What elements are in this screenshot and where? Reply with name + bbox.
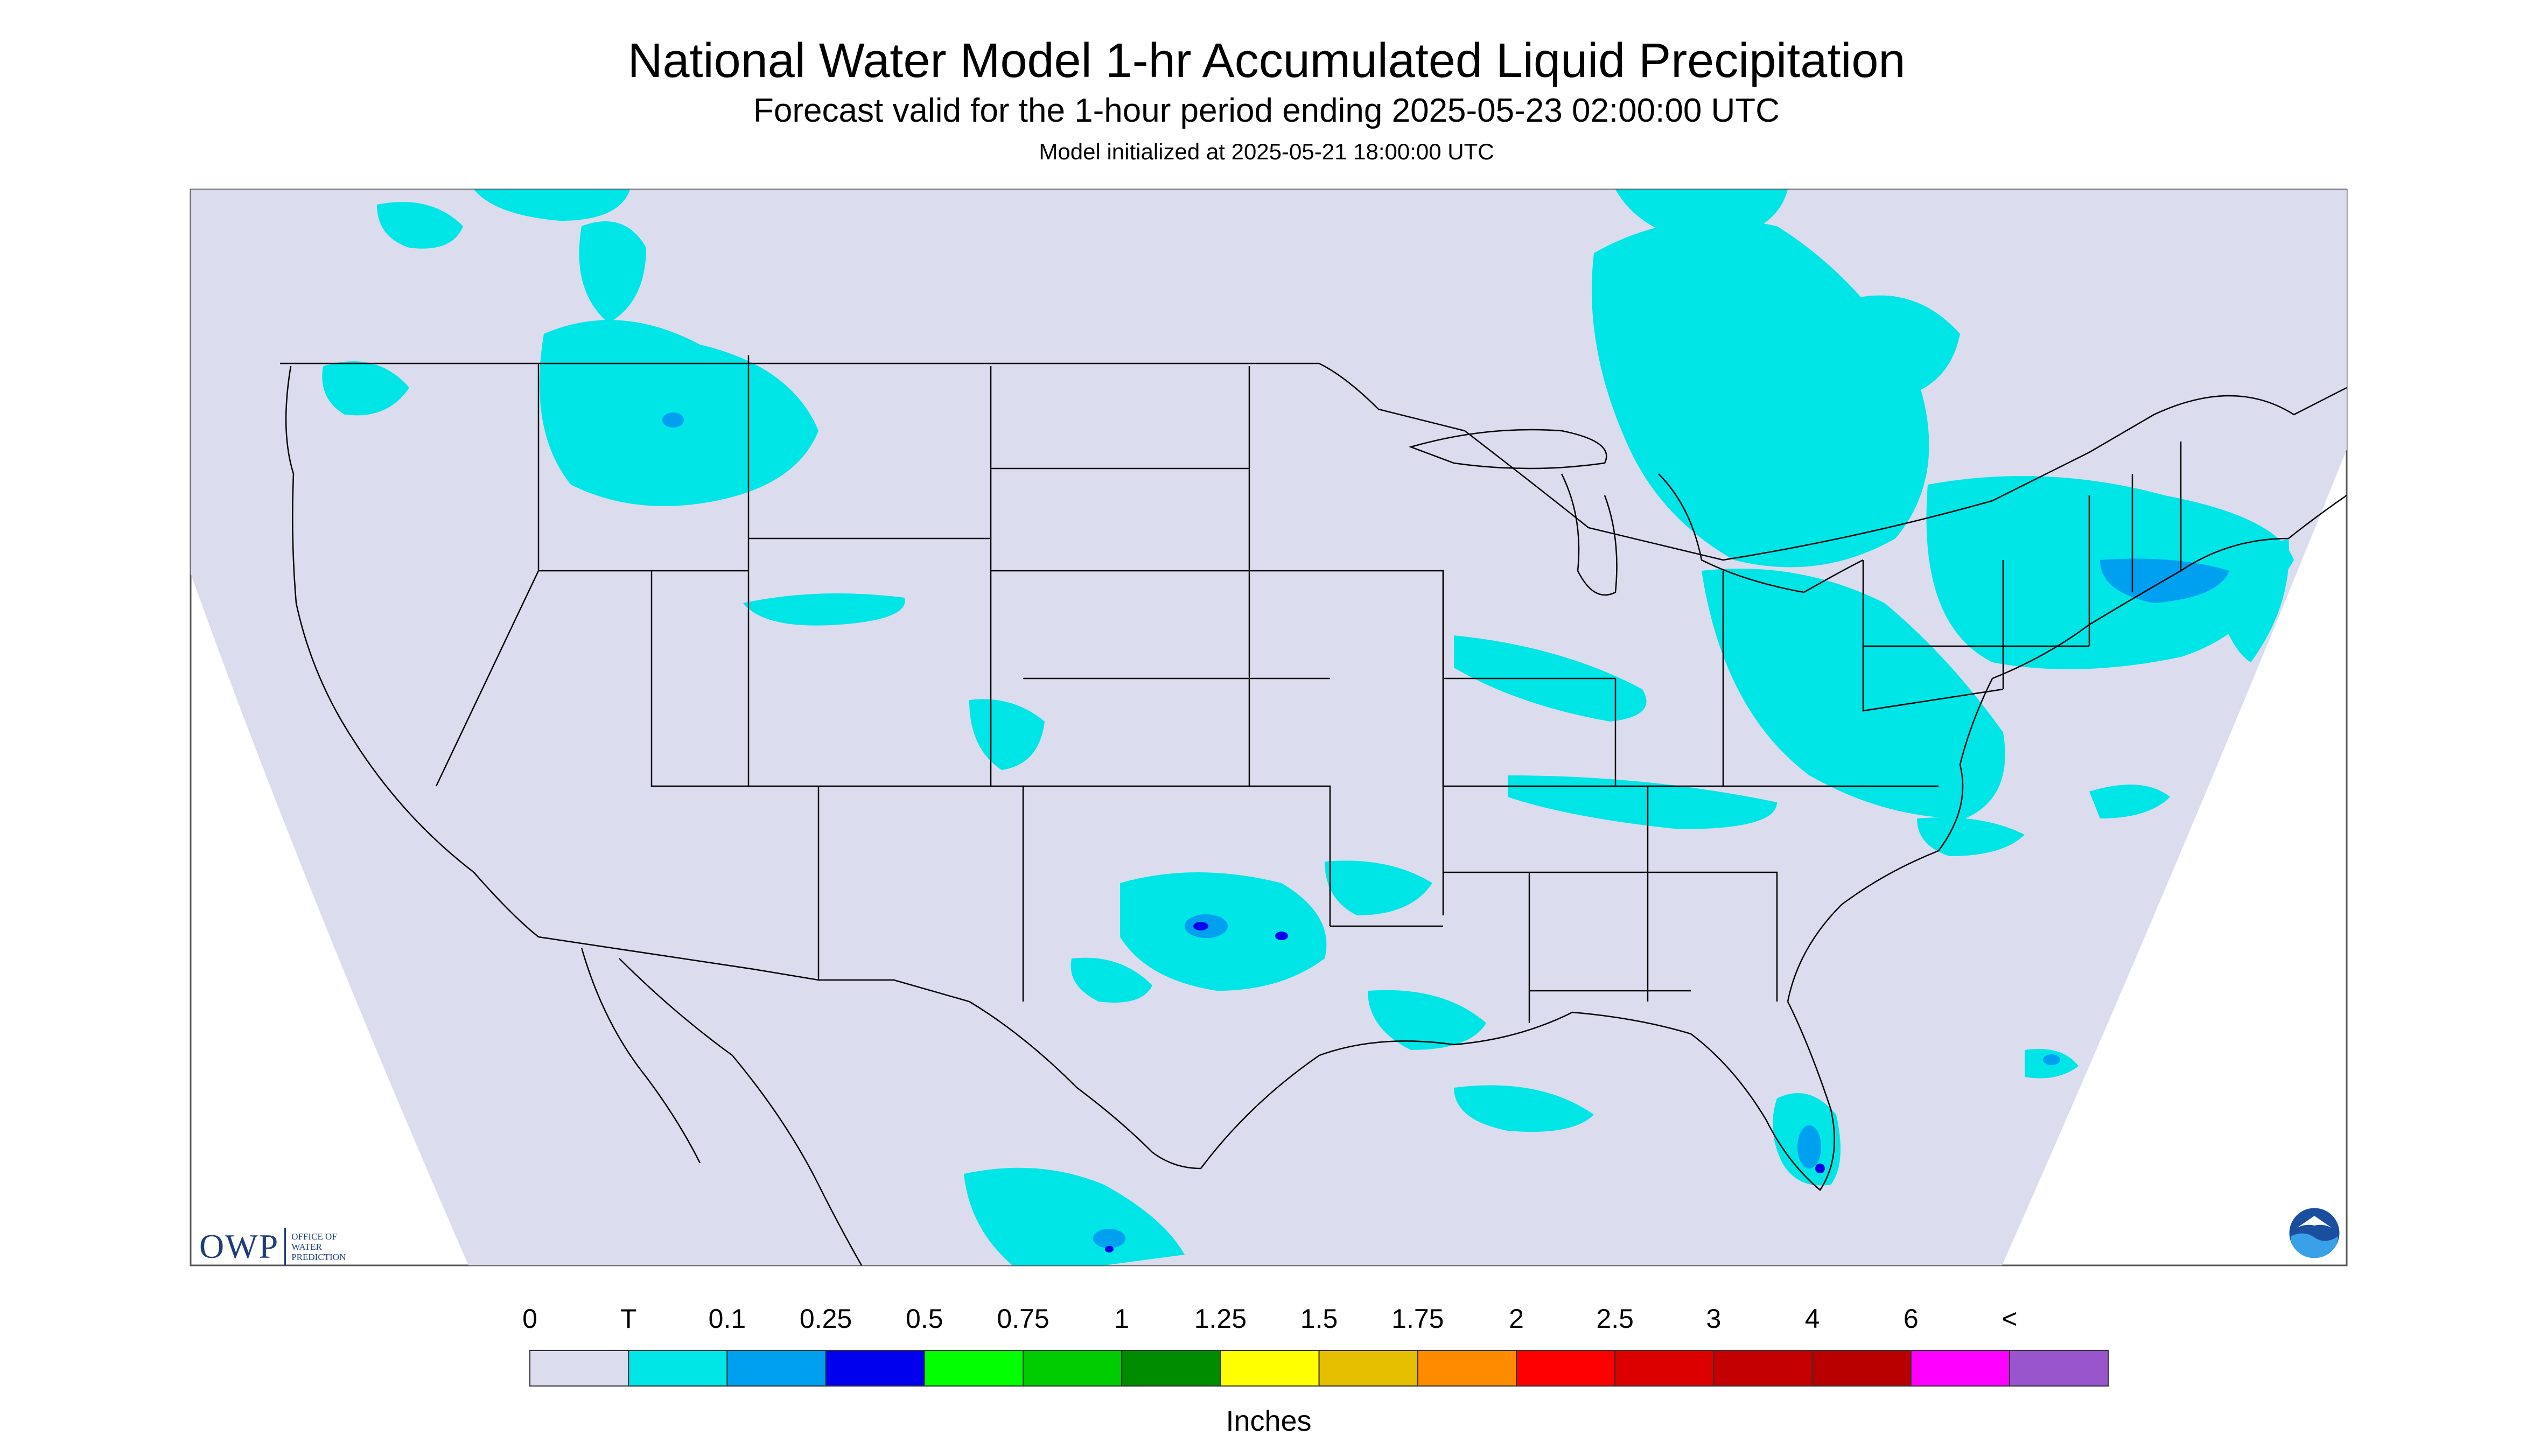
noaa-logo-icon xyxy=(2287,1206,2341,1260)
lake-huron-erie xyxy=(1658,473,1864,593)
legend-swatch xyxy=(1121,1350,1221,1387)
precip-area-mexico-moderate xyxy=(1093,1229,1125,1248)
legend-tick-label: 4 xyxy=(1804,1304,1820,1334)
gulf-coast xyxy=(1200,1001,1835,1191)
east-coast xyxy=(1787,494,2347,1002)
legend-swatch xyxy=(628,1350,728,1387)
model-init-time: Model initialized at 2025-05-21 18:00:00… xyxy=(1039,139,1494,164)
legend-tick-label: 1.5 xyxy=(1300,1304,1338,1334)
legend-tick-label: 2 xyxy=(1509,1304,1524,1334)
precip-area-tennessee-band xyxy=(1508,775,1777,829)
precip-area-new-england-tail xyxy=(2208,538,2290,662)
precip-area-louisiana xyxy=(1368,990,1486,1050)
state-line-rockies xyxy=(435,355,1024,1002)
state-line-northeast xyxy=(1862,442,2182,712)
west-coast xyxy=(285,366,539,937)
us-mexico-border xyxy=(538,936,1201,1170)
legend-tick-label: 0.5 xyxy=(906,1304,943,1334)
precip-area-colorado-kansas xyxy=(969,699,1045,770)
owp-logo-line: WATER xyxy=(291,1241,322,1252)
owp-logo-mark: OWP xyxy=(199,1227,279,1265)
legend-swatch xyxy=(1318,1350,1418,1387)
legend-tick-label: 0.75 xyxy=(997,1304,1049,1334)
legend-swatch xyxy=(1516,1350,1616,1387)
precip-area-texas-heavy xyxy=(1275,932,1288,940)
legend-tick-label: 0.1 xyxy=(708,1304,746,1334)
legend-swatch xyxy=(1811,1350,1912,1387)
owp-logo-line: PREDICTION xyxy=(291,1251,346,1262)
precip-area-gulf-streaks xyxy=(1454,1085,1594,1132)
legend-swatch xyxy=(726,1350,827,1387)
owp-logo: OWP OFFICE OF WATER PREDICTION xyxy=(199,1222,361,1271)
legend-swatch xyxy=(2009,1350,2109,1387)
legend-swatch xyxy=(923,1350,1024,1387)
legend-swatch xyxy=(1023,1350,1123,1387)
precip-area-northern-mexico xyxy=(964,1167,1185,1265)
legend-tick-label: T xyxy=(620,1304,637,1334)
state-line-south xyxy=(1443,871,1778,1023)
precip-area-florida-heavy xyxy=(1815,1164,1825,1173)
legend-units: Inches xyxy=(1226,1405,1312,1437)
owp-logo-divider xyxy=(284,1228,286,1265)
owp-logo-line: OFFICE OF xyxy=(291,1231,337,1242)
precip-area-idaho-moderate xyxy=(662,412,684,428)
legend-swatch xyxy=(825,1350,925,1387)
map-subtitle: Forecast valid for the 1-hour period end… xyxy=(753,92,1780,129)
precip-area-carolina xyxy=(1917,817,2025,856)
precip-area-caribbean-moderate xyxy=(2043,1054,2060,1065)
precip-area-quebec xyxy=(1842,295,1960,398)
legend-tick-label: 1.25 xyxy=(1194,1304,1247,1334)
lake-superior xyxy=(1409,429,1607,470)
legend-tick-label: 1 xyxy=(1114,1304,1130,1334)
precip-area-oklahoma-heavy xyxy=(1193,922,1208,930)
state-line-midwest xyxy=(1248,366,1939,1002)
precip-area-atlantic xyxy=(2089,785,2170,818)
precip-area-arkansas xyxy=(1325,860,1432,915)
precip-heavy-areas xyxy=(1105,922,1825,1252)
lake-michigan xyxy=(1561,473,1618,596)
us-canada-border xyxy=(280,362,2347,561)
boundary-lines xyxy=(280,355,2347,1266)
map-title: National Water Model 1-hr Accumulated Li… xyxy=(627,34,1906,88)
legend-tick-label: 0 xyxy=(522,1304,537,1334)
owp-logo-text: OFFICE OF WATER PREDICTION xyxy=(291,1231,361,1262)
precip-area-pacific-northwest xyxy=(322,361,409,416)
precip-area-pnw-north xyxy=(377,202,463,249)
legend-tick-label: 6 xyxy=(1903,1304,1919,1334)
legend-swatch xyxy=(1614,1350,1715,1387)
legend-tick-label: 0.25 xyxy=(799,1304,852,1334)
legend-swatch xyxy=(1417,1350,1517,1387)
legend-swatch xyxy=(1713,1350,1813,1387)
legend-swatch xyxy=(529,1350,629,1387)
precip-area-texas-west xyxy=(1070,957,1152,1003)
precip-area-ohio-valley xyxy=(1702,569,2005,818)
legend-tick-label: 3 xyxy=(1706,1304,1722,1334)
legend-tick-label: < xyxy=(2002,1304,2018,1334)
legend-tick-label: 2.5 xyxy=(1596,1304,1634,1334)
precip-area-mexico-heavy xyxy=(1105,1246,1114,1252)
precip-area-wyoming-nebraska xyxy=(743,593,905,626)
mexico-coast xyxy=(580,947,863,1266)
precip-area-montana-streaks xyxy=(579,221,646,323)
precip-area-northwest-top xyxy=(474,190,630,221)
legend-swatch xyxy=(1220,1350,1320,1387)
legend-tick-label: 1.75 xyxy=(1391,1304,1444,1334)
legend-swatch xyxy=(1910,1350,2011,1387)
precip-area-florida-moderate xyxy=(1797,1125,1821,1168)
precip-area-ontario-north xyxy=(1615,190,1788,242)
